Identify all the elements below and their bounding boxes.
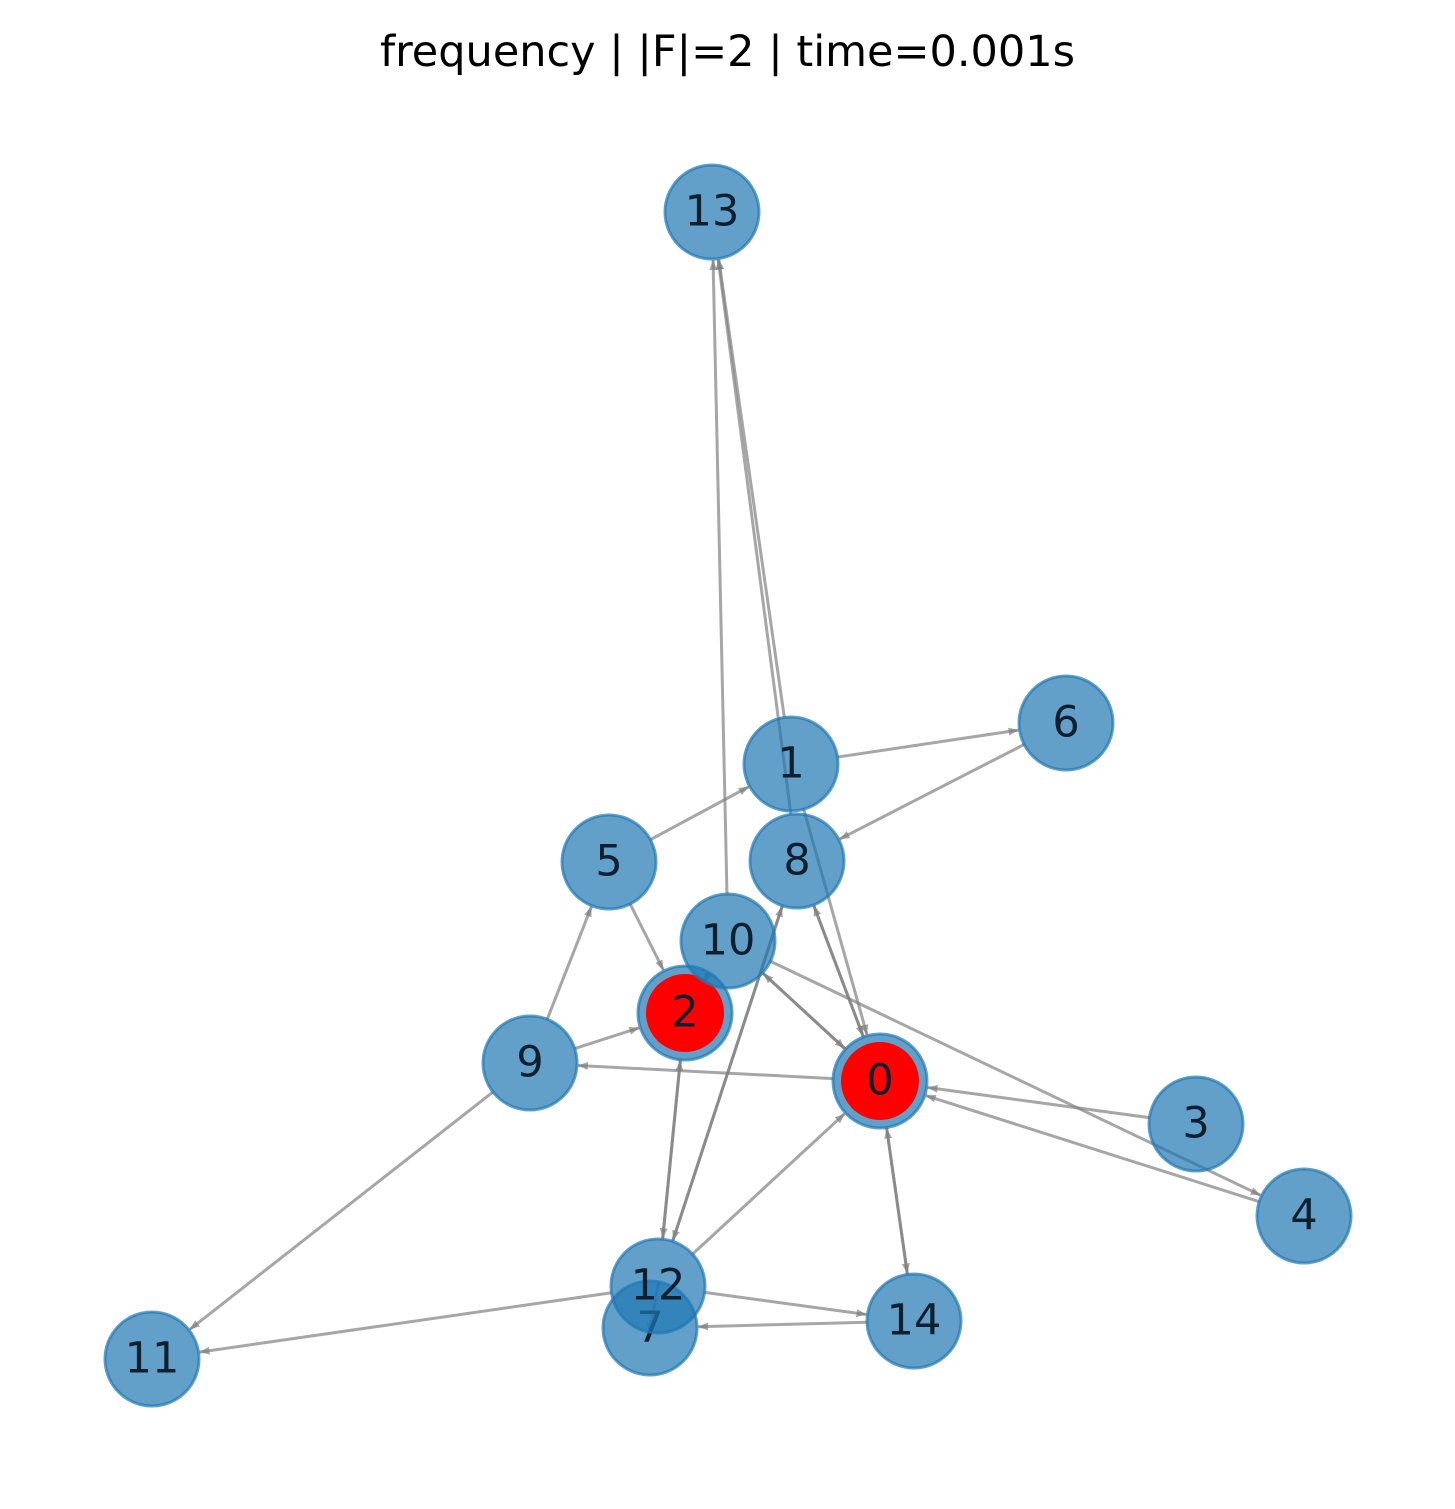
node-label-4: 4 [1290,1191,1317,1241]
edge-12-0 [691,1112,846,1256]
edge-9-5 [545,906,593,1020]
edge-14-7 [697,1320,868,1331]
node-circle-10 [679,892,777,990]
edge-14-0 [884,1128,909,1275]
node-11: 11 [103,1310,201,1408]
node-circle-6 [1017,674,1115,772]
node-3: 3 [1147,1075,1245,1173]
node-label-5: 5 [595,837,622,887]
node-label-0: 0 [866,1056,893,1106]
edges-layer [188,259,1262,1355]
node-label-13: 13 [685,187,740,237]
node-13: 13 [663,163,761,261]
node-label-14: 14 [887,1296,942,1346]
nodes-layer: 01234567891011121314 [103,163,1353,1408]
edge-0-8 [812,905,865,1038]
node-circle-11 [103,1310,201,1408]
node-1: 1 [742,715,840,813]
node-label-6: 6 [1052,698,1079,748]
node-label-2: 2 [671,988,698,1038]
edge-5-1 [649,785,750,842]
node-circle-13 [663,163,761,261]
node-circle-1 [742,715,840,813]
node-5: 5 [560,813,658,911]
edge-12-14 [704,1290,867,1318]
edge-0-9 [577,1061,834,1081]
edge-1-6 [837,727,1019,759]
node-0: 0 [831,1032,929,1130]
edge-12-11 [199,1291,612,1355]
node-label-9: 9 [516,1038,543,1088]
node-label-11: 11 [125,1334,180,1384]
node-circle-9 [481,1014,579,1112]
node-8: 8 [748,812,846,910]
node-4: 4 [1255,1167,1353,1265]
node-label-10: 10 [701,916,756,966]
node-circle-4 [1255,1167,1353,1265]
edge-4-0 [925,1094,1260,1204]
node-circle-12 [609,1237,707,1335]
node-label-12: 12 [631,1261,686,1311]
edge-9-2 [574,1026,640,1050]
node-9: 9 [481,1014,579,1112]
page-title: frequency | |F|=2 | time=0.001s [379,27,1076,77]
highlight-ring-0 [841,1042,919,1120]
edge-6-8 [839,743,1025,841]
node-2: 2 [636,964,734,1062]
node-10: 10 [679,892,777,990]
node-label-3: 3 [1182,1099,1209,1149]
node-14: 14 [865,1272,963,1370]
edge-10-13 [709,259,729,895]
edge-3-0 [927,1084,1150,1120]
highlight-ring-2 [646,974,724,1052]
edge-9-11 [188,1090,494,1331]
edge-12-2 [661,1060,684,1240]
node-6: 6 [1017,674,1115,772]
edge-0-10 [762,972,847,1051]
node-circle-8 [748,812,846,910]
node-label-1: 1 [777,739,804,789]
edge-5-2 [628,903,665,971]
node-12: 12 [609,1237,707,1335]
node-circle-5 [560,813,658,911]
node-circle-14 [865,1272,963,1370]
node-label-8: 8 [783,836,810,886]
node-circle-3 [1147,1075,1245,1173]
